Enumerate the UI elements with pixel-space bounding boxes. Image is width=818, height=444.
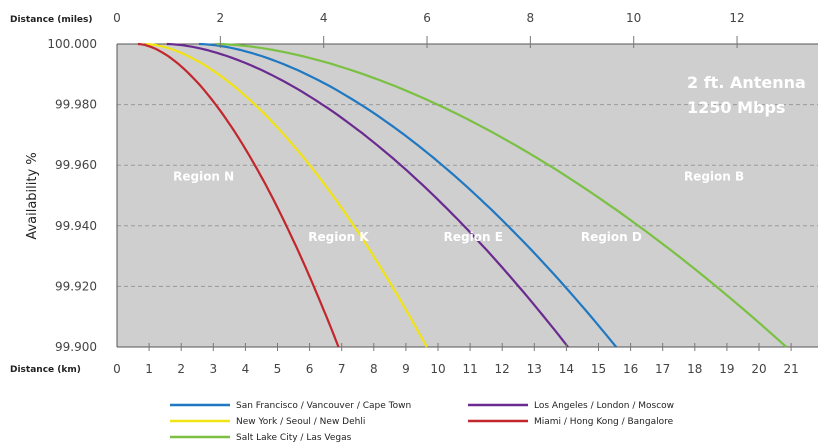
- x-tick-label: 15: [591, 362, 606, 376]
- series-line: [216, 42, 788, 348]
- top-axis-ticks: 0 2 4 6 8 10 12: [113, 11, 745, 48]
- legend-label: Los Angeles / London / Moscow: [534, 401, 674, 411]
- x-tick-label: 12: [495, 362, 510, 376]
- top-tick-label: 10: [626, 11, 641, 25]
- y-tick-label: 99.900: [55, 340, 97, 354]
- region-label: Region D: [581, 230, 642, 244]
- legend-label: New York / Seoul / New Dehli: [236, 417, 365, 427]
- x-tick-label: 2: [177, 362, 185, 376]
- top-tick-label: 4: [320, 11, 328, 25]
- annotation-speed: 1250 Mbps: [687, 98, 785, 117]
- top-tick-label: 0: [113, 11, 121, 25]
- x-tick-label: 21: [783, 362, 798, 376]
- region-label: Region E: [444, 230, 503, 244]
- y-tick-label: 99.920: [55, 279, 97, 293]
- x-tick-label: 3: [209, 362, 217, 376]
- series-line: [166, 42, 569, 348]
- y-tick-label: 99.940: [55, 219, 97, 233]
- top-tick-label: 12: [729, 11, 744, 25]
- region-label: Region N: [173, 169, 234, 183]
- top-tick-label: 2: [217, 11, 225, 25]
- x-tick-label: 4: [242, 362, 250, 376]
- x-tick-label: 6: [306, 362, 314, 376]
- region-labels: Region N Region K Region E Region D Region B: [173, 169, 744, 244]
- legend: San Francisco / Vancouver / Cape Town Los…: [170, 401, 674, 443]
- series-line: [145, 42, 428, 348]
- y-axis-ticks: 99.900 99.920 99.940 99.960 99.980 100.000: [47, 37, 97, 354]
- x-tick-label: 18: [687, 362, 702, 376]
- x-tick-label: 16: [623, 362, 638, 376]
- x-tick-label: 11: [462, 362, 477, 376]
- series-line: [198, 42, 618, 348]
- bottom-axis-ticks: 0 1 2 3 4 5 6 7 8 9 10 11 12 13 14 15 16 17 18 19 20 21: [113, 343, 799, 376]
- annotation-antenna: 2 ft. Antenna: [687, 73, 806, 92]
- x-tick-label: 13: [527, 362, 542, 376]
- series-lines: [137, 42, 788, 348]
- top-tick-label: 8: [527, 11, 535, 25]
- y-tick-label: 99.960: [55, 158, 97, 172]
- x-tick-label: 0: [113, 362, 121, 376]
- y-tick-label: 99.980: [55, 98, 97, 112]
- x-tick-label: 19: [719, 362, 734, 376]
- bottom-axis-label: Distance (km): [10, 365, 81, 375]
- legend-label: Miami / Hong Kong / Bangalore: [534, 417, 674, 427]
- region-label: Region K: [308, 230, 369, 244]
- top-axis-label: Distance (miles): [10, 15, 93, 25]
- x-tick-label: 14: [559, 362, 574, 376]
- x-tick-label: 10: [430, 362, 445, 376]
- legend-label: Salt Lake City / Las Vegas: [236, 433, 352, 443]
- gridlines: [116, 43, 818, 348]
- legend-label: San Francisco / Vancouver / Cape Town: [236, 401, 411, 411]
- y-axis-label: Availability %: [25, 152, 40, 239]
- region-label: Region B: [684, 169, 744, 183]
- top-tick-label: 6: [423, 11, 431, 25]
- x-tick-label: 7: [338, 362, 346, 376]
- x-tick-label: 9: [402, 362, 410, 376]
- series-line: [137, 42, 340, 348]
- plot-area: [117, 44, 818, 347]
- x-tick-label: 20: [751, 362, 766, 376]
- x-tick-label: 5: [274, 362, 282, 376]
- y-tick-label: 100.000: [47, 37, 97, 51]
- x-tick-label: 8: [370, 362, 378, 376]
- x-tick-label: 17: [655, 362, 670, 376]
- x-tick-label: 1: [145, 362, 153, 376]
